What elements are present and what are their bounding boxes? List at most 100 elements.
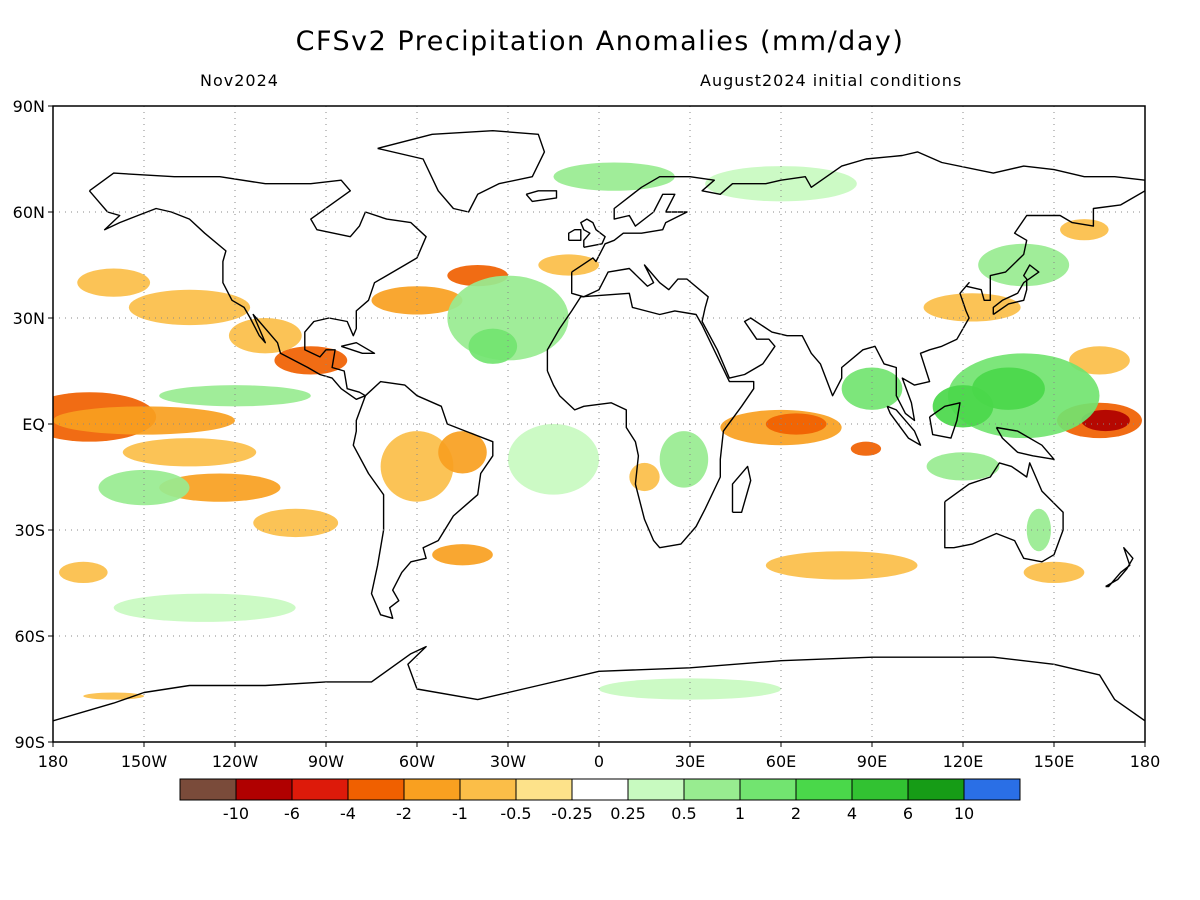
anomaly-region: [629, 462, 660, 492]
anomaly-region: [468, 328, 518, 364]
lon-tick-label: 60W: [399, 752, 435, 771]
coastline-africa: [546, 292, 755, 549]
lon-tick-label: 120W: [212, 752, 259, 771]
anomaly-region: [1026, 508, 1051, 552]
anomaly-region: [159, 473, 281, 502]
legend-tick-label: -0.5: [500, 804, 531, 823]
lon-tick-label: 180: [38, 752, 69, 771]
legend-tick-label: -6: [284, 804, 300, 823]
coastline-cuba: [340, 342, 376, 354]
lat-tick-label: 60N: [13, 203, 45, 222]
anomaly-region: [659, 431, 709, 488]
lon-tick-label: 120E: [943, 752, 984, 771]
anomaly-region: [274, 346, 348, 375]
lat-tick-label: 60S: [14, 627, 45, 646]
anomaly-region: [1069, 346, 1130, 375]
lon-tick-label: 90W: [308, 752, 344, 771]
legend-tick-label: -0.25: [551, 804, 592, 823]
legend-color-box: [627, 778, 685, 801]
coastline-borneo: [928, 402, 961, 439]
coastline-new-guinea: [995, 426, 1055, 460]
legend-color-box: [235, 778, 293, 801]
coastline-madagascar: [731, 465, 752, 513]
anomaly-region: [128, 289, 251, 326]
lon-tick-label: 30E: [675, 752, 705, 771]
anomaly-region: [438, 431, 487, 474]
init-conditions-label: August2024 initial conditions: [700, 71, 963, 90]
coastline-australia: [944, 462, 1064, 563]
anomaly-region: [432, 544, 493, 566]
coastline-south-america: [352, 380, 494, 619]
anomaly-region: [59, 561, 108, 584]
anomaly-region: [53, 406, 235, 435]
lat-tick-label: 30N: [13, 309, 45, 328]
anomaly-region: [705, 166, 857, 202]
anomaly-region: [77, 268, 151, 297]
anomaly-region: [765, 551, 918, 580]
coastline-antarctica: [53, 645, 1145, 722]
legend-tick-label: -4: [340, 804, 356, 823]
legend-tick-label: 4: [847, 804, 857, 823]
anomaly-region: [1060, 219, 1109, 241]
legend-color-box: [795, 778, 853, 801]
legend-color-box: [347, 778, 405, 801]
color-legend: -10 -6 -4 -2 -1 -0.5 -0.25 0.25 0.5 1 2 4 6 10: [179, 778, 1021, 823]
lat-tick-label: 90S: [14, 733, 45, 752]
legend-color-box: [515, 778, 573, 801]
legend-tick-label: -2: [396, 804, 412, 823]
legend-color-box: [403, 778, 461, 801]
legend-color-box: [963, 778, 1021, 801]
coastline-layer: [53, 129, 1145, 722]
lon-tick-label: 60E: [766, 752, 796, 771]
coastline-japan: [992, 264, 1040, 316]
lon-tick-label: 0: [594, 752, 604, 771]
lon-tick-label: 90E: [857, 752, 887, 771]
valid-month-label: Nov2024: [200, 71, 279, 90]
anomaly-fill-layer: [53, 162, 1142, 700]
coastline-new-zealand: [1105, 547, 1134, 588]
lon-tick-label: 150E: [1034, 752, 1075, 771]
anomaly-region: [553, 162, 675, 191]
coastline-sumatra: [886, 405, 922, 446]
legend-color-box: [851, 778, 909, 801]
legend-color-box: [683, 778, 741, 801]
anomaly-region: [508, 424, 599, 495]
coastline-north-america: [88, 172, 427, 400]
legend-color-box: [179, 778, 237, 801]
lat-tick-label: EQ: [22, 415, 45, 434]
legend-tick-label: 0.5: [671, 804, 696, 823]
chart-title: CFSv2 Precipitation Anomalies (mm/day): [295, 26, 905, 57]
legend-tick-label: 1: [735, 804, 745, 823]
anomaly-region: [538, 254, 600, 276]
legend-color-box: [459, 778, 517, 801]
anomaly-region: [98, 469, 190, 506]
coastline-ireland: [568, 228, 582, 242]
lon-tick-label: 30W: [490, 752, 526, 771]
graticule-layer: [53, 106, 1145, 742]
legend-tick-label: 6: [903, 804, 913, 823]
coastline-iceland: [525, 190, 558, 203]
legend-color-box: [739, 778, 797, 801]
legend-tick-label: 2: [791, 804, 801, 823]
coastline-eurasia: [571, 151, 1145, 422]
coastline-britain: [580, 218, 606, 248]
legend-color-box: [571, 778, 629, 801]
anomaly-region: [765, 413, 827, 435]
lon-tick-label: 150W: [121, 752, 168, 771]
legend-color-box: [291, 778, 349, 801]
anomaly-region: [850, 441, 882, 456]
anomaly-region: [253, 508, 339, 538]
legend-tick-label: 10: [954, 804, 974, 823]
anomaly-region: [1023, 561, 1085, 584]
anomaly-region: [599, 678, 781, 700]
anomaly-region: [371, 286, 463, 315]
lat-tick-label: 90N: [13, 97, 45, 116]
anomaly-region: [1081, 409, 1130, 432]
coastline-greenland: [377, 129, 546, 213]
legend-tick-label: -1: [452, 804, 468, 823]
lon-tick-label: 180: [1130, 752, 1161, 771]
anomaly-region: [159, 385, 311, 407]
legend-tick-label: 0.25: [610, 804, 646, 823]
